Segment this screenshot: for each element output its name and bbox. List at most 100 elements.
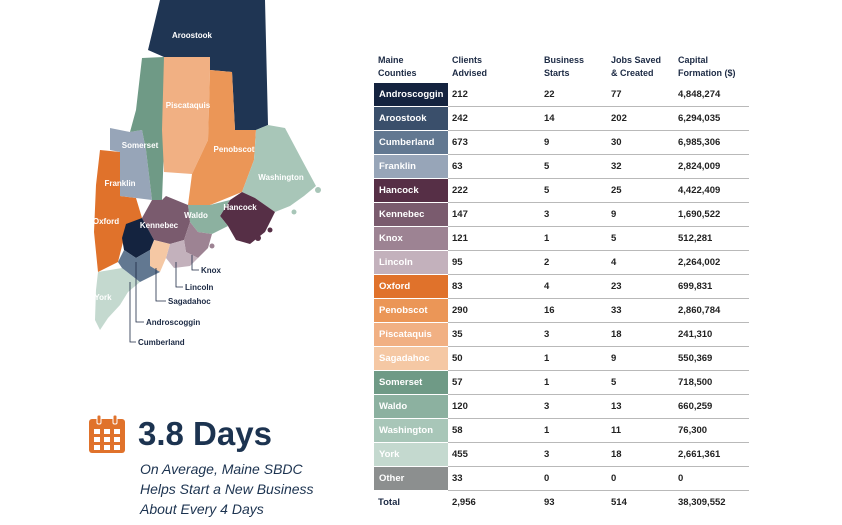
capital-cell: 550,369	[674, 346, 749, 371]
county-cell: Other	[374, 466, 448, 491]
table-row: Other 33 0 0 0	[374, 466, 749, 491]
capital-cell: 718,500	[674, 370, 749, 395]
county-cell: Sagadahoc	[374, 346, 448, 371]
clients-cell: 290	[448, 298, 540, 323]
starts-cell: 4	[540, 274, 607, 299]
stat-block: 3.8 Days On Average, Maine SBDC Helps St…	[88, 410, 348, 520]
clients-cell: 121	[448, 226, 540, 251]
capital-cell: 4,422,409	[674, 178, 749, 203]
jobs-cell: 30	[607, 130, 674, 155]
map-label-piscataquis: Piscataquis	[166, 101, 211, 110]
map-label-kennebec: Kennebec	[140, 221, 179, 230]
county-waldo[interactable]	[188, 200, 230, 234]
county-lincoln[interactable]	[166, 240, 198, 268]
starts-cell: 5	[540, 178, 607, 203]
county-piscataquis[interactable]	[162, 57, 210, 174]
county-cell: York	[374, 442, 448, 467]
county-aroostook[interactable]	[148, 0, 268, 130]
county-oxford[interactable]	[94, 150, 142, 272]
county-franklin[interactable]	[110, 128, 152, 200]
clients-cell: 673	[448, 130, 540, 155]
capital-cell: 2,824,009	[674, 154, 749, 179]
starts-cell: 0	[540, 466, 607, 491]
starts-cell: 9	[540, 130, 607, 155]
clients-cell: 35	[448, 322, 540, 347]
total-capital: 38,309,552	[678, 497, 726, 508]
county-somerset[interactable]	[130, 57, 166, 200]
jobs-cell: 77	[607, 83, 674, 107]
county-cumberland[interactable]	[118, 250, 160, 282]
county-cell: Somerset	[374, 370, 448, 395]
table-header-row: Maine Counties Clients Advised Business Sta…	[374, 52, 749, 83]
calendar-icon	[88, 414, 126, 454]
map-label-oxford: Oxford	[93, 217, 119, 226]
map-label-penobscot: Penobscot	[214, 145, 255, 154]
county-cell: Oxford	[374, 274, 448, 299]
county-cell: Cumberland	[374, 130, 448, 155]
starts-cell: 3	[540, 322, 607, 347]
starts-cell: 14	[540, 106, 607, 131]
table-row: Aroostook 242 14 202 6,294,035	[374, 106, 749, 131]
header-county: Maine Counties	[378, 55, 417, 78]
table-row: Franklin 63 5 32 2,824,009	[374, 154, 749, 179]
county-sagadahoc[interactable]	[150, 240, 170, 272]
total-jobs: 514	[611, 497, 627, 508]
capital-cell: 2,264,002	[674, 250, 749, 275]
island	[291, 209, 297, 215]
county-cell: Androscoggin	[374, 83, 448, 107]
jobs-cell: 5	[607, 370, 674, 395]
clients-cell: 212	[448, 83, 540, 107]
county-hancock[interactable]	[220, 192, 275, 244]
jobs-cell: 0	[607, 466, 674, 491]
map-label-waldo: Waldo	[184, 211, 208, 220]
jobs-cell: 33	[607, 298, 674, 323]
map-label-androscoggin: Androscoggin	[146, 318, 200, 327]
capital-cell: 512,281	[674, 226, 749, 251]
clients-cell: 455	[448, 442, 540, 467]
jobs-cell: 32	[607, 154, 674, 179]
island	[209, 243, 215, 249]
jobs-cell: 18	[607, 442, 674, 467]
clients-cell: 120	[448, 394, 540, 419]
jobs-cell: 4	[607, 250, 674, 275]
county-cell: Franklin	[374, 154, 448, 179]
table-row: Washington 58 1 11 76,300	[374, 418, 749, 443]
header-jobs: Jobs Saved & Created	[611, 55, 662, 78]
jobs-cell: 5	[607, 226, 674, 251]
table-row: Penobscot 290 16 33 2,860,784	[374, 298, 749, 323]
stat-value: 3.8 Days	[138, 415, 272, 452]
county-androscoggin[interactable]	[122, 218, 154, 258]
total-label: Total	[378, 497, 400, 508]
county-cell: Waldo	[374, 394, 448, 419]
jobs-cell: 13	[607, 394, 674, 419]
capital-cell: 6,294,035	[674, 106, 749, 131]
county-penobscot[interactable]	[188, 70, 256, 205]
table-row: Somerset 57 1 5 718,500	[374, 370, 749, 395]
county-washington[interactable]	[242, 125, 316, 212]
callout-lines	[129, 255, 199, 343]
map-label-york: York	[94, 293, 112, 302]
starts-cell: 1	[540, 370, 607, 395]
capital-cell: 660,259	[674, 394, 749, 419]
jobs-cell: 18	[607, 322, 674, 347]
map-label-aroostook: Aroostook	[172, 31, 213, 40]
clients-cell: 242	[448, 106, 540, 131]
county-kennebec[interactable]	[142, 196, 190, 244]
starts-cell: 3	[540, 442, 607, 467]
capital-cell: 241,310	[674, 322, 749, 347]
county-york[interactable]	[95, 268, 140, 330]
county-cell: Knox	[374, 226, 448, 251]
map-label-washington: Washington	[258, 173, 304, 182]
starts-cell: 1	[540, 226, 607, 251]
clients-cell: 95	[448, 250, 540, 275]
maine-county-map: Aroostook Piscataquis Somerset Penobscot…	[80, 0, 330, 350]
capital-cell: 2,661,361	[674, 442, 749, 467]
clients-cell: 63	[448, 154, 540, 179]
capital-cell: 0	[674, 466, 749, 491]
county-cell: Kennebec	[374, 202, 448, 227]
capital-cell: 1,690,522	[674, 202, 749, 227]
county-knox[interactable]	[184, 222, 212, 258]
stat-caption-line: Helps Start a New Business	[140, 481, 314, 497]
county-data-table: Maine Counties Clients Advised Business Sta…	[374, 52, 749, 514]
map-label-sagadahoc: Sagadahoc	[168, 297, 211, 306]
